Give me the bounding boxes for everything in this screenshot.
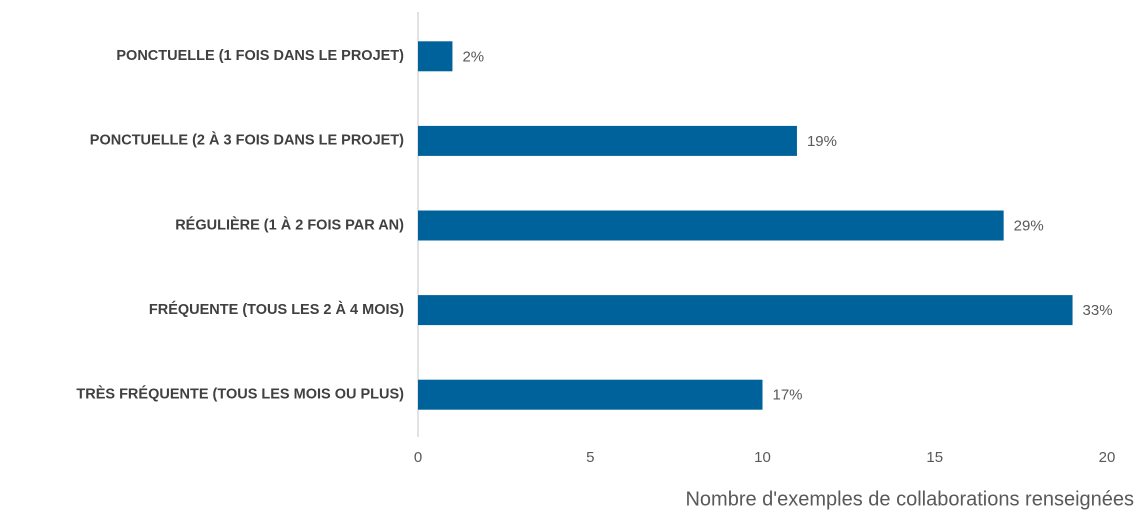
- value-label: 29%: [1014, 217, 1044, 234]
- y-tick-label: PONCTUELLE (2 À 3 FOIS DANS LE PROJET): [90, 132, 404, 149]
- x-axis-label: Nombre d'exemples de collaborations rens…: [685, 488, 1134, 510]
- bar: [418, 295, 1073, 326]
- value-label: 17%: [773, 387, 803, 404]
- bar: [418, 210, 1004, 241]
- x-tick-label: 10: [754, 449, 771, 466]
- y-tick-label: PONCTUELLE (1 FOIS DANS LE PROJET): [116, 48, 404, 64]
- bar: [418, 125, 797, 156]
- x-tick-label: 5: [586, 449, 594, 466]
- y-tick-label: TRÈS FRÉQUENTE (TOUS LES MOIS OU PLUS): [76, 386, 404, 403]
- y-tick-label: FRÉQUENTE (TOUS LES 2 À 4 MOIS): [149, 301, 404, 318]
- x-tick-label: 20: [1099, 449, 1116, 466]
- x-tick-label: 0: [414, 449, 422, 466]
- bar: [418, 41, 453, 72]
- bar: [418, 379, 763, 410]
- value-label: 19%: [807, 133, 837, 150]
- value-label: 33%: [1083, 302, 1113, 319]
- y-tick-label: RÉGULIÈRE (1 À 2 FOIS PAR AN): [175, 216, 404, 233]
- value-label: 2%: [462, 48, 484, 65]
- x-tick-label: 15: [926, 449, 943, 466]
